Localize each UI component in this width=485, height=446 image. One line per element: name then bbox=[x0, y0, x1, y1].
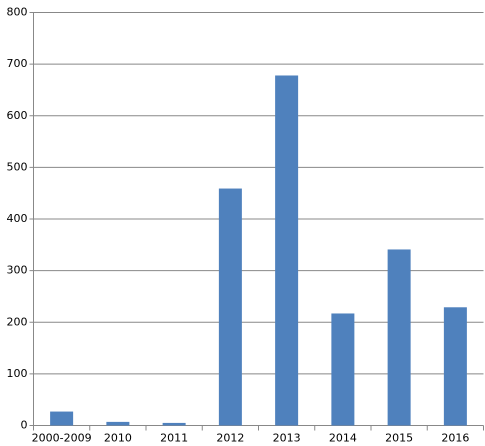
bar bbox=[387, 249, 411, 426]
bar bbox=[50, 411, 74, 426]
y-tick-label: 400 bbox=[7, 212, 28, 225]
bar bbox=[443, 307, 467, 426]
x-tick-label: 2014 bbox=[329, 432, 357, 445]
x-tick-label: 2011 bbox=[160, 432, 188, 445]
y-tick-label: 0 bbox=[21, 419, 28, 432]
bar bbox=[275, 75, 299, 426]
y-tick-label: 800 bbox=[7, 6, 28, 19]
bar bbox=[106, 421, 130, 426]
bar bbox=[162, 422, 186, 426]
y-tick-label: 500 bbox=[7, 160, 28, 173]
y-tick-label: 100 bbox=[7, 367, 28, 380]
x-tick-label: 2010 bbox=[104, 432, 132, 445]
bar bbox=[218, 188, 242, 426]
x-tick-label: 2000-2009 bbox=[32, 432, 92, 445]
y-tick-label: 600 bbox=[7, 109, 28, 122]
x-tick-label: 2012 bbox=[216, 432, 244, 445]
x-tick-label: 2015 bbox=[385, 432, 413, 445]
y-tick-label: 300 bbox=[7, 264, 28, 277]
y-tick-label: 200 bbox=[7, 315, 28, 328]
y-tick-label: 700 bbox=[7, 57, 28, 70]
bar bbox=[331, 313, 355, 426]
x-tick-label: 2013 bbox=[273, 432, 301, 445]
x-tick-label: 2016 bbox=[441, 432, 469, 445]
